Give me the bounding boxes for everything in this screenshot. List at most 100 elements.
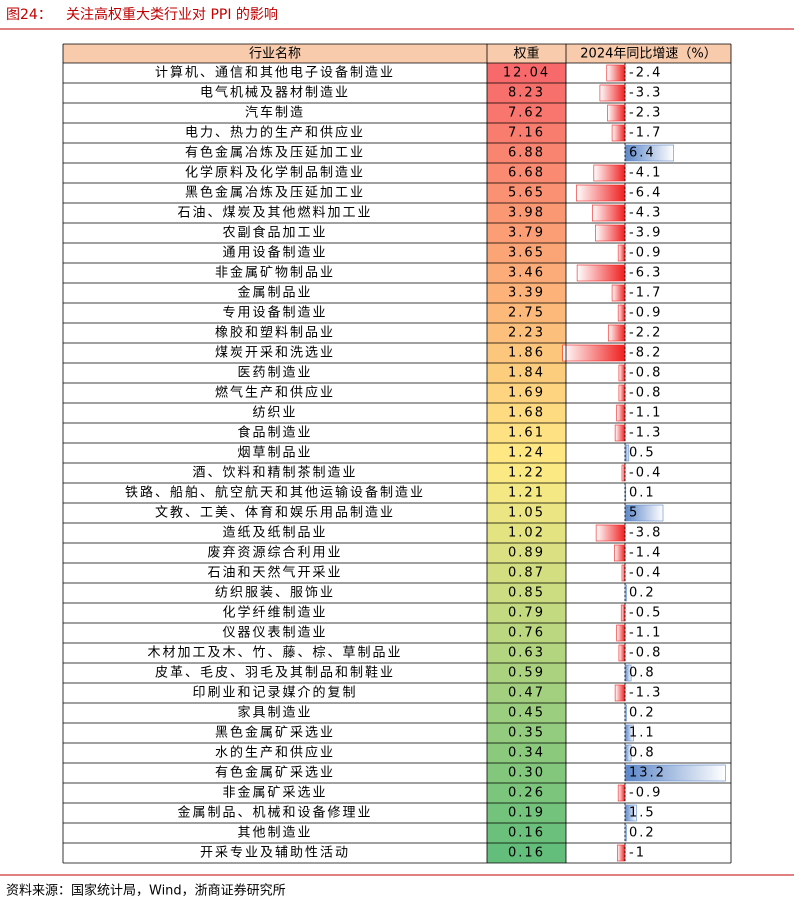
weight: 6.68 bbox=[508, 166, 545, 181]
weight-cell bbox=[487, 343, 566, 363]
header-cell: 权重 bbox=[513, 46, 539, 62]
weight: 1.86 bbox=[508, 346, 545, 361]
weight: 2.23 bbox=[508, 326, 545, 341]
industry-name: 印刷业和记录媒介的复制 bbox=[192, 685, 357, 701]
weight: 8.23 bbox=[508, 86, 545, 101]
weight: 0.89 bbox=[508, 546, 545, 561]
negative-bar bbox=[621, 464, 626, 482]
negative-bar bbox=[607, 324, 626, 342]
industry-name: 铁路、船舶、航空航天和其他运输设备制造业 bbox=[125, 485, 425, 501]
industry-name: 家具制造业 bbox=[237, 705, 312, 721]
weight: 0.45 bbox=[508, 706, 545, 721]
weight: 0.19 bbox=[508, 806, 545, 821]
weight: 1.69 bbox=[508, 386, 545, 401]
industry-name: 专用设备制造业 bbox=[222, 305, 327, 321]
industry-name: 煤炭开采和洗选业 bbox=[215, 346, 335, 361]
growth: -0.4 bbox=[629, 466, 662, 481]
negative-bar bbox=[618, 364, 626, 382]
industry-name: 汽车制造 bbox=[245, 105, 305, 121]
industry-name: 纺织服装、服饰业 bbox=[215, 586, 335, 601]
negative-bar bbox=[595, 224, 626, 242]
negative-bar bbox=[617, 844, 626, 862]
industry-name: 水的生产和供应业 bbox=[215, 745, 335, 761]
industry-name: 化学纤维制造业 bbox=[222, 605, 327, 621]
industry-name: 烟草制品业 bbox=[237, 446, 312, 461]
negative-bar bbox=[593, 164, 626, 182]
table: 行业名称 权重 2024年同比增速（%） 计算机、通信和其他电子设备制造业 12.04 -… bbox=[62, 43, 732, 864]
weight-cell bbox=[487, 243, 566, 263]
weight: 1.21 bbox=[508, 486, 545, 501]
growth: -4.1 bbox=[629, 166, 662, 181]
weight: 1.22 bbox=[508, 466, 545, 481]
growth: -0.8 bbox=[629, 646, 662, 661]
negative-bar bbox=[607, 104, 626, 122]
negative-bar bbox=[576, 184, 626, 202]
weight: 1.02 bbox=[508, 526, 545, 541]
industry-name: 其他制造业 bbox=[237, 826, 312, 841]
weight-cell bbox=[487, 743, 566, 763]
weight: 1.05 bbox=[508, 506, 545, 521]
negative-bar bbox=[576, 264, 626, 282]
growth: -1.7 bbox=[629, 126, 662, 141]
header-cell: 行业名称 bbox=[249, 46, 301, 62]
weight-cell bbox=[487, 723, 566, 743]
growth: 13.2 bbox=[629, 766, 666, 781]
growth: -2.4 bbox=[629, 66, 662, 81]
weight-cell bbox=[487, 323, 566, 343]
growth: -1.1 bbox=[629, 406, 662, 421]
industry-name: 黑色金属矿采选业 bbox=[215, 725, 335, 741]
weight: 1.61 bbox=[508, 426, 545, 441]
weight-cell bbox=[487, 183, 566, 203]
header-cell: 2024年同比增速（%） bbox=[580, 47, 716, 62]
industry-name: 造纸及纸制品业 bbox=[222, 526, 327, 541]
weight-cell bbox=[487, 83, 566, 103]
weight: 3.98 bbox=[508, 206, 545, 221]
industry-name: 石油、煤炭及其他燃料加工业 bbox=[177, 205, 372, 221]
weight-cell bbox=[487, 303, 566, 323]
growth: -0.5 bbox=[629, 606, 662, 621]
industry-name: 酒、饮料和精制茶制造业 bbox=[192, 465, 357, 481]
negative-bar bbox=[616, 624, 626, 642]
growth: 0.8 bbox=[629, 746, 656, 761]
growth: -0.9 bbox=[629, 246, 662, 261]
negative-bar bbox=[616, 404, 626, 422]
weight-cell bbox=[487, 103, 566, 123]
growth: -1.7 bbox=[629, 286, 662, 301]
industry-name: 食品制造业 bbox=[237, 425, 312, 441]
negative-bar bbox=[592, 204, 626, 222]
weight: 0.26 bbox=[508, 786, 545, 801]
weight-cell bbox=[487, 403, 566, 423]
weight: 7.62 bbox=[508, 106, 545, 121]
growth: -0.9 bbox=[629, 306, 662, 321]
growth: -1 bbox=[629, 846, 646, 861]
negative-bar bbox=[614, 544, 626, 562]
weight: 12.04 bbox=[503, 66, 550, 81]
negative-bar bbox=[620, 604, 626, 622]
industry-name: 非金属矿采选业 bbox=[222, 785, 327, 801]
growth: -3.8 bbox=[629, 526, 662, 541]
negative-bar bbox=[611, 284, 626, 302]
weight-cell bbox=[487, 143, 566, 163]
weight-cell bbox=[487, 643, 566, 663]
weight-cell bbox=[487, 463, 566, 483]
growth: -1.4 bbox=[629, 546, 662, 561]
growth: -4.3 bbox=[629, 206, 662, 221]
industry-name: 燃气生产和供应业 bbox=[215, 385, 335, 401]
weight-cell bbox=[487, 623, 566, 643]
growth: 0.2 bbox=[629, 706, 656, 721]
growth: 5 bbox=[629, 506, 639, 521]
growth: -1.3 bbox=[629, 686, 662, 701]
growth: -2.3 bbox=[629, 106, 662, 121]
industry-name: 石油和天然气开采业 bbox=[207, 565, 342, 581]
weight: 3.46 bbox=[508, 266, 545, 281]
weight: 0.30 bbox=[508, 766, 545, 781]
weight: 3.79 bbox=[508, 226, 545, 241]
weight-cell bbox=[487, 503, 566, 523]
weight: 1.24 bbox=[508, 446, 545, 461]
weight-cell bbox=[487, 763, 566, 783]
weight: 0.35 bbox=[508, 726, 545, 741]
industry-name: 开采专业及辅助性活动 bbox=[200, 846, 350, 861]
weight: 3.65 bbox=[508, 246, 545, 261]
industry-name: 金属制品、机械和设备修理业 bbox=[177, 805, 372, 821]
